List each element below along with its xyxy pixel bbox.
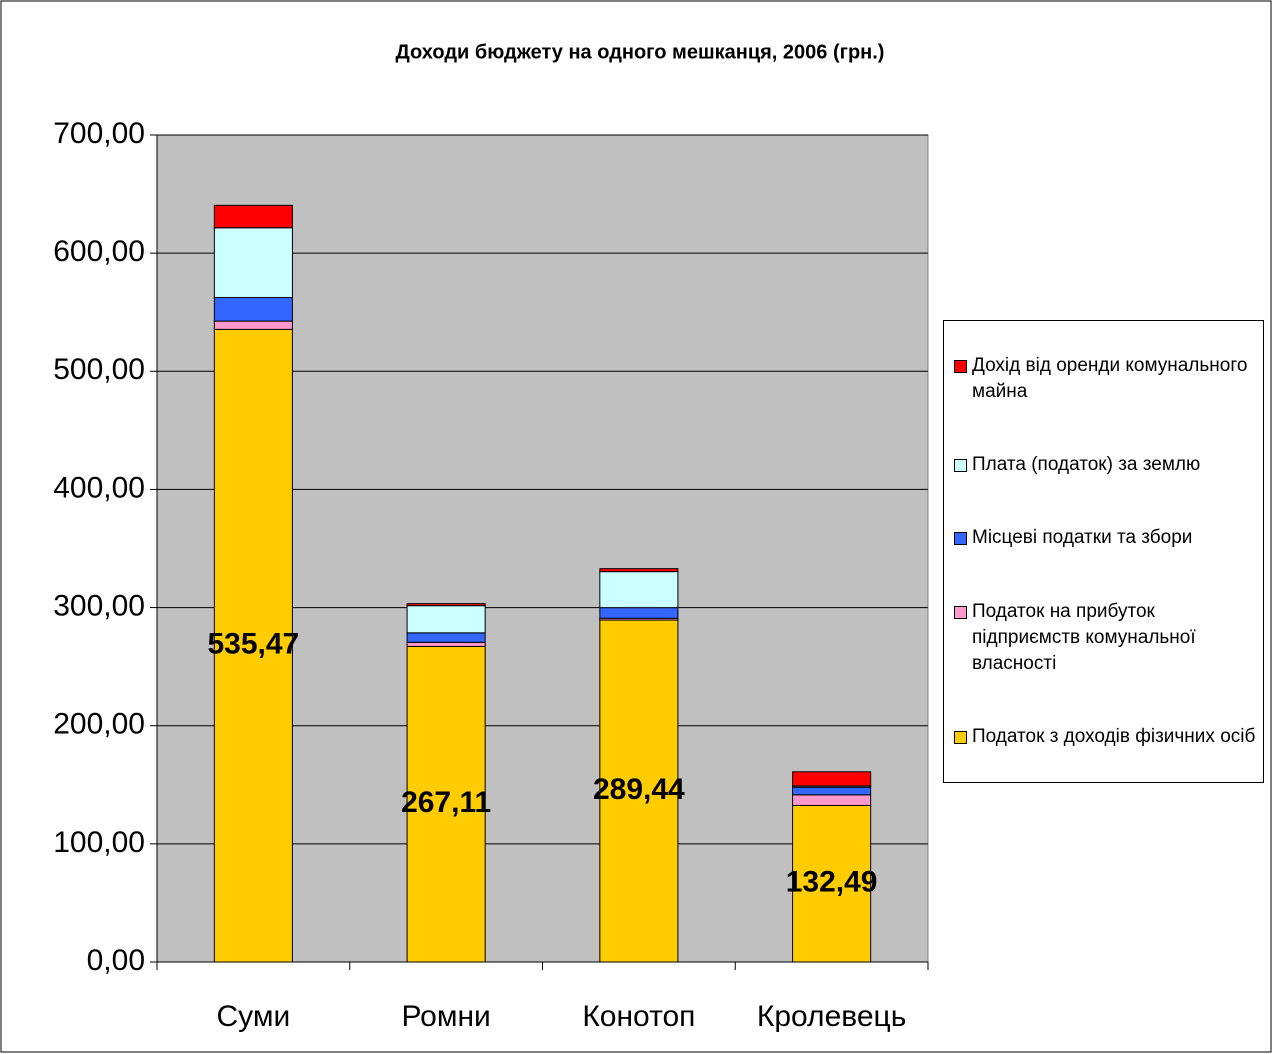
legend-label: Місцеві податки та збори xyxy=(972,527,1193,549)
bar-segment xyxy=(599,571,679,609)
legend-swatch xyxy=(954,532,967,546)
legend-item: Місцеві податки та збори xyxy=(944,525,1263,551)
y-tick-label: 100,00 xyxy=(53,826,145,859)
y-tick-label: 500,00 xyxy=(53,353,145,386)
legend-swatch xyxy=(954,605,967,619)
bar-segment xyxy=(792,804,872,963)
legend-label: Податок з доходів фізичних осіб xyxy=(972,726,1256,748)
legend-item: Дохід від оренди комунального майна xyxy=(944,353,1263,405)
bar-segment xyxy=(406,641,486,647)
bar-segment xyxy=(599,619,679,963)
bar-segment xyxy=(599,568,679,573)
legend-swatch xyxy=(954,459,967,473)
legend-label: Дохід від оренди комунального майна xyxy=(972,354,1248,402)
y-tick-label: 300,00 xyxy=(53,589,145,622)
legend-swatch xyxy=(954,731,967,745)
legend-item: Плата (податок) за землю xyxy=(944,452,1263,478)
legend: Дохід від оренди комунального майна Плата… xyxy=(943,320,1264,783)
bar-segment xyxy=(792,771,872,787)
legend-item: Податок з доходів фізичних осіб xyxy=(944,724,1263,750)
bar-segment xyxy=(406,645,486,963)
value-label: 132,49 xyxy=(786,866,878,899)
legend-label: Плата (податок) за землю xyxy=(972,454,1201,476)
bar-segment xyxy=(213,296,293,322)
bar-segment xyxy=(406,605,486,634)
y-tick-label: 700,00 xyxy=(53,117,145,150)
bar-segment xyxy=(213,204,293,229)
x-tick-label: Суми xyxy=(217,1000,291,1033)
value-label: 535,47 xyxy=(207,628,299,661)
chart-title: Доходи бюджету на одного мешканця, 2006 … xyxy=(396,41,885,63)
legend-label: Податок на прибуток підприємств комуналь… xyxy=(972,600,1196,674)
bar-segment xyxy=(406,632,486,643)
legend-item: Податок на прибуток підприємств комуналь… xyxy=(944,599,1263,677)
x-tick-label: Конотоп xyxy=(582,1000,695,1033)
y-tick-label: 0,00 xyxy=(87,944,145,977)
x-tick-label: Ромни xyxy=(401,1000,490,1033)
bar-segment xyxy=(213,328,293,963)
x-tick-label: Кролевець xyxy=(757,1000,906,1033)
value-label: 289,44 xyxy=(593,773,685,806)
bar-segment xyxy=(213,320,293,330)
y-tick-label: 200,00 xyxy=(53,708,145,741)
y-tick-label: 400,00 xyxy=(53,471,145,504)
value-label: 267,11 xyxy=(401,786,491,819)
bar-segment xyxy=(213,227,293,298)
bar-segment xyxy=(792,786,872,796)
bar-segment xyxy=(406,603,486,607)
bar-segment xyxy=(792,794,872,806)
y-tick-label: 600,00 xyxy=(53,235,145,268)
legend-swatch xyxy=(954,359,967,373)
bar-segment xyxy=(599,607,679,619)
